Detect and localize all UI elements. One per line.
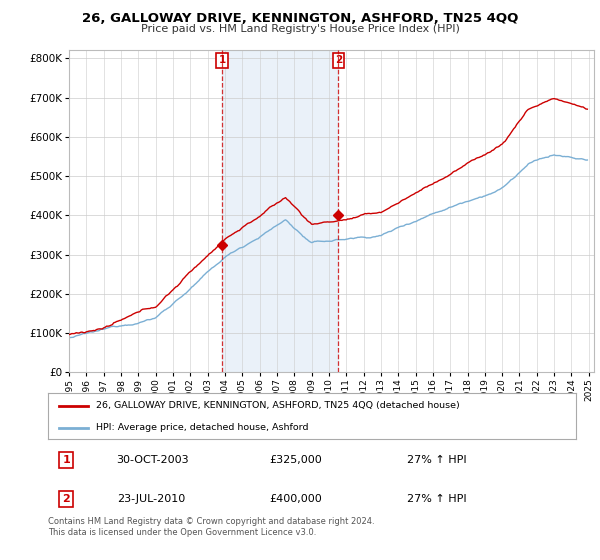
Text: 23-JUL-2010: 23-JUL-2010 xyxy=(116,494,185,504)
Text: 2: 2 xyxy=(62,494,70,504)
Text: Price paid vs. HM Land Registry's House Price Index (HPI): Price paid vs. HM Land Registry's House … xyxy=(140,24,460,34)
Text: £325,000: £325,000 xyxy=(270,455,323,465)
Text: £400,000: £400,000 xyxy=(270,494,323,504)
Text: 30-OCT-2003: 30-OCT-2003 xyxy=(116,455,189,465)
Text: 27% ↑ HPI: 27% ↑ HPI xyxy=(407,494,467,504)
Text: Contains HM Land Registry data © Crown copyright and database right 2024.
This d: Contains HM Land Registry data © Crown c… xyxy=(48,517,374,537)
Text: 26, GALLOWAY DRIVE, KENNINGTON, ASHFORD, TN25 4QQ (detached house): 26, GALLOWAY DRIVE, KENNINGTON, ASHFORD,… xyxy=(95,402,459,410)
Text: HPI: Average price, detached house, Ashford: HPI: Average price, detached house, Ashf… xyxy=(95,423,308,432)
Text: 1: 1 xyxy=(62,455,70,465)
Text: 2: 2 xyxy=(335,55,342,65)
Text: 27% ↑ HPI: 27% ↑ HPI xyxy=(407,455,467,465)
Text: 26, GALLOWAY DRIVE, KENNINGTON, ASHFORD, TN25 4QQ: 26, GALLOWAY DRIVE, KENNINGTON, ASHFORD,… xyxy=(82,12,518,25)
Text: 1: 1 xyxy=(218,55,226,65)
